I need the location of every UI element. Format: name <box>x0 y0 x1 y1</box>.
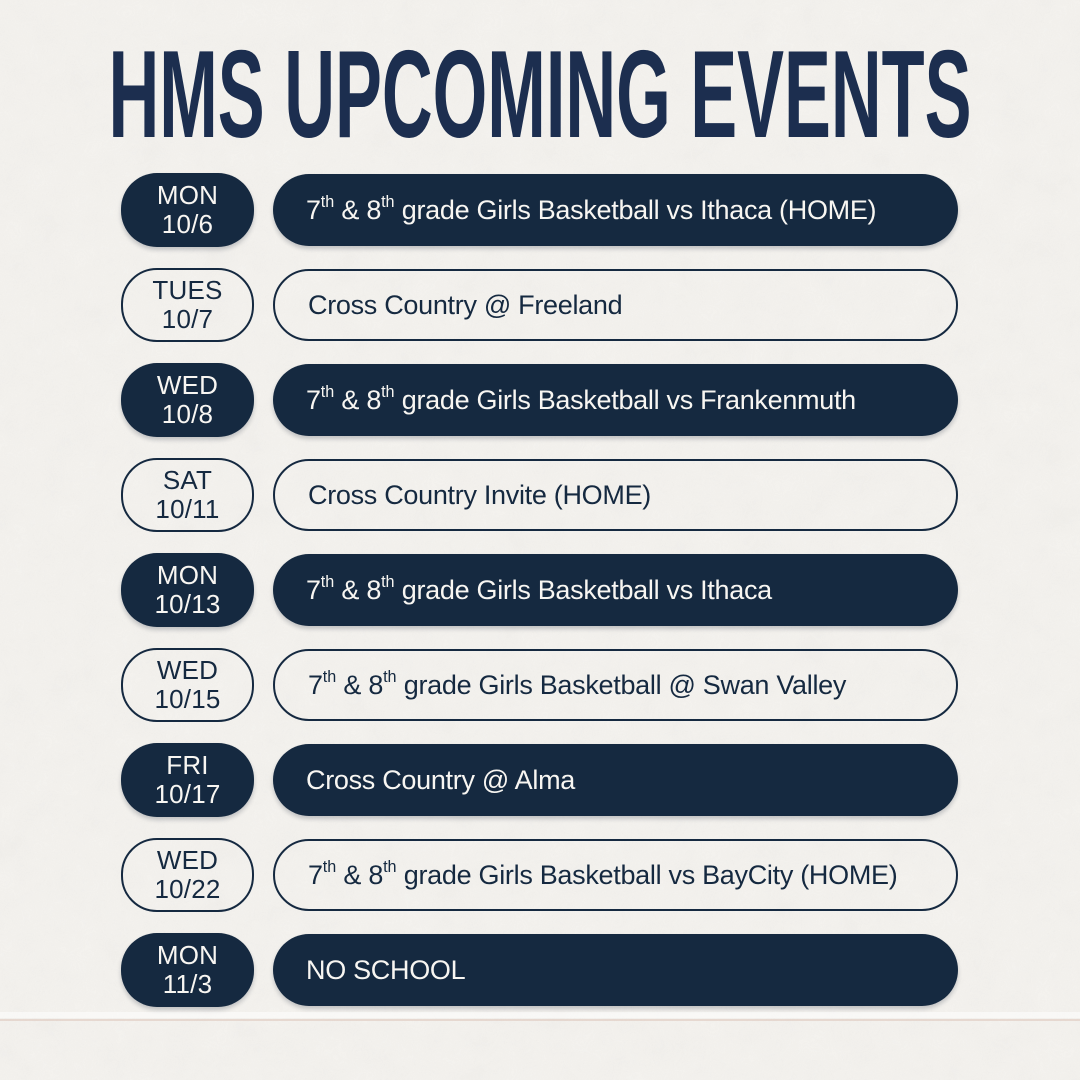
event-date: 10/6 <box>161 209 214 239</box>
event-pill: Cross Country @ Freeland <box>273 269 958 341</box>
paper-crease-highlight <box>0 1012 1080 1018</box>
event-pill: 7th & 8th grade Girls Basketball @ Swan … <box>273 649 958 721</box>
event-description: Cross Country @ Freeland <box>308 289 623 320</box>
event-row: WED 10/8 7th & 8th grade Girls Basketball … <box>121 363 958 437</box>
event-description: Cross Country Invite (HOME) <box>308 479 651 510</box>
event-rows: MON 10/6 7th & 8th grade Girls Basketball … <box>121 173 958 1007</box>
event-row: WED 10/15 7th & 8th grade Girls Basketball… <box>121 648 958 722</box>
event-day: TUES <box>152 275 223 305</box>
event-date: 10/17 <box>154 779 221 809</box>
date-pill: WED 10/15 <box>121 648 254 722</box>
event-pill: 7th & 8th grade Girls Basketball vs BayC… <box>273 839 958 911</box>
event-pill: 7th & 8th grade Girls Basketball vs Fran… <box>273 364 958 436</box>
date-pill: MON 10/6 <box>121 173 254 247</box>
event-row: MON 10/13 7th & 8th grade Girls Basketball… <box>121 553 958 627</box>
ordinal-suffix: th <box>381 192 395 211</box>
event-day: WED <box>156 370 219 400</box>
date-pill: SAT 10/11 <box>121 458 254 532</box>
event-pill: 7th & 8th grade Girls Basketball vs Itha… <box>273 174 958 246</box>
event-row: SAT 10/11 Cross Country Invite (HOME) <box>121 458 958 532</box>
ordinal-suffix: th <box>383 857 397 876</box>
event-date: 10/7 <box>161 304 214 334</box>
event-date: 11/3 <box>162 969 213 999</box>
date-pill: MON 10/13 <box>121 553 254 627</box>
event-day: SAT <box>162 465 213 495</box>
title-banner: HMS UPCOMING EVENTS <box>109 28 972 158</box>
date-pill: FRI 10/17 <box>121 743 254 817</box>
date-pill: MON 11/3 <box>121 933 254 1007</box>
event-pill: Cross Country Invite (HOME) <box>273 459 958 531</box>
event-description: 7th & 8th grade Girls Basketball @ Swan … <box>308 667 847 700</box>
date-pill: WED 10/8 <box>121 363 254 437</box>
event-row: MON 11/3 NO SCHOOL <box>121 933 958 1007</box>
event-description: 7th & 8th grade Girls Basketball vs BayC… <box>308 857 898 890</box>
event-day: MON <box>156 940 219 970</box>
event-date: 10/15 <box>154 684 221 714</box>
event-date: 10/22 <box>154 874 221 904</box>
ordinal-suffix: th <box>381 572 395 591</box>
ordinal-suffix: th <box>381 382 395 401</box>
event-row: WED 10/22 7th & 8th grade Girls Basketball… <box>121 838 958 912</box>
ordinal-suffix: th <box>320 382 335 401</box>
event-description: Cross Country @ Alma <box>306 764 575 795</box>
event-date: 10/13 <box>154 589 221 619</box>
ordinal-suffix: th <box>322 857 337 876</box>
event-day: WED <box>156 845 219 875</box>
event-day: FRI <box>166 750 209 780</box>
date-pill: WED 10/22 <box>121 838 254 912</box>
ordinal-suffix: th <box>383 667 397 686</box>
date-pill: TUES 10/7 <box>121 268 254 342</box>
event-date: 10/8 <box>161 399 214 429</box>
ordinal-suffix: th <box>320 572 335 591</box>
ordinal-suffix: th <box>322 667 337 686</box>
event-pill: NO SCHOOL <box>273 934 958 1006</box>
event-pill: Cross Country @ Alma <box>273 744 958 816</box>
event-row: MON 10/6 7th & 8th grade Girls Basketball … <box>121 173 958 247</box>
event-row: FRI 10/17 Cross Country @ Alma <box>121 743 958 817</box>
event-row: TUES 10/7 Cross Country @ Freeland <box>121 268 958 342</box>
event-description: 7th & 8th grade Girls Basketball vs Itha… <box>306 192 877 225</box>
event-description: NO SCHOOL <box>306 954 466 985</box>
event-pill: 7th & 8th grade Girls Basketball vs Itha… <box>273 554 958 626</box>
ordinal-suffix: th <box>320 192 335 211</box>
event-description: 7th & 8th grade Girls Basketball vs Itha… <box>306 572 772 605</box>
paper-crease-line <box>0 1019 1080 1021</box>
event-description: 7th & 8th grade Girls Basketball vs Fran… <box>306 382 856 415</box>
page-title: HMS UPCOMING EVENTS <box>109 28 972 158</box>
event-day: MON <box>156 180 219 210</box>
event-date: 10/11 <box>155 494 220 524</box>
event-day: MON <box>156 560 219 590</box>
event-day: WED <box>156 655 219 685</box>
